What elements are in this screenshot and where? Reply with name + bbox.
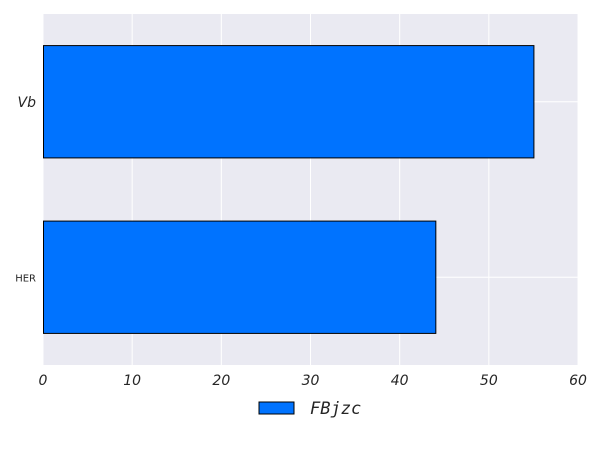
x-tick-label-1: 10 [123,373,141,389]
x-tick-label-3: 30 [302,373,320,389]
x-tick-label-5: 50 [480,373,498,389]
x-tick-label-6: 60 [569,373,587,389]
y-axis-categories: Vb HER [15,95,36,285]
x-axis-ticks: 0 10 20 30 40 50 60 [39,373,587,389]
bar-vb [43,45,535,159]
x-tick-label-4: 40 [391,373,409,389]
legend-label: FBjzc [310,399,361,419]
y-category-label-vb: Vb [18,95,37,111]
bar-her [43,220,437,334]
bar-layer [43,45,535,334]
y-category-label-her: HER [15,273,36,284]
legend: FBjzc [258,399,361,419]
legend-swatch [258,401,295,415]
x-tick-label-2: 20 [212,373,230,389]
x-tick-label-0: 0 [39,373,48,389]
